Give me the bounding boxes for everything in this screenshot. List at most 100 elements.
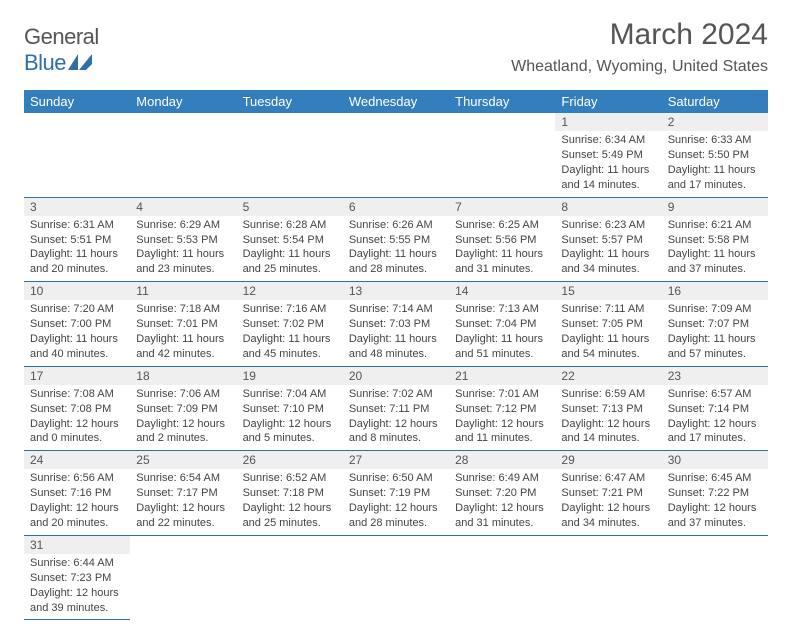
day-number [130,535,236,554]
daylight-text: Daylight: 12 hours and 5 minutes. [243,417,337,447]
calendar-table: SundayMondayTuesdayWednesdayThursdayFrid… [24,90,768,620]
day-number: 27 [343,451,449,470]
sunrise-text: Sunrise: 6:33 AM [668,133,762,148]
day-cell: Sunrise: 7:09 AMSunset: 7:07 PMDaylight:… [662,300,768,366]
day-number: 31 [24,535,130,554]
day-cell [130,554,236,620]
sunrise-text: Sunrise: 6:26 AM [349,218,443,233]
daylight-text: Daylight: 12 hours and 2 minutes. [136,417,230,447]
daylight-text: Daylight: 12 hours and 28 minutes. [349,501,443,531]
sunrise-text: Sunrise: 6:21 AM [668,218,762,233]
header: General Blue March 2024 Wheatland, Wyomi… [24,18,768,76]
sunrise-text: Sunrise: 6:23 AM [561,218,655,233]
sunset-text: Sunset: 5:54 PM [243,233,337,248]
page-subtitle: Wheatland, Wyoming, United States [511,58,768,76]
daylight-text: Daylight: 12 hours and 22 minutes. [136,501,230,531]
sunset-text: Sunset: 7:14 PM [668,402,762,417]
weekday-header: Friday [555,90,661,113]
day-cell: Sunrise: 6:33 AMSunset: 5:50 PMDaylight:… [662,131,768,197]
day-number: 13 [343,282,449,301]
day-number: 23 [662,366,768,385]
sunrise-text: Sunrise: 7:01 AM [455,387,549,402]
day-cell: Sunrise: 6:21 AMSunset: 5:58 PMDaylight:… [662,216,768,282]
day-cell: Sunrise: 6:28 AMSunset: 5:54 PMDaylight:… [237,216,343,282]
sunset-text: Sunset: 7:22 PM [668,486,762,501]
daylight-text: Daylight: 11 hours and 23 minutes. [136,247,230,277]
logo-text: General Blue [24,24,99,76]
weekday-header-row: SundayMondayTuesdayWednesdayThursdayFrid… [24,90,768,113]
sunrise-text: Sunrise: 6:57 AM [668,387,762,402]
daylight-text: Daylight: 11 hours and 28 minutes. [349,247,443,277]
day-number [24,113,130,131]
daylight-text: Daylight: 12 hours and 37 minutes. [668,501,762,531]
day-cell [237,131,343,197]
daylight-text: Daylight: 11 hours and 37 minutes. [668,247,762,277]
sunset-text: Sunset: 5:58 PM [668,233,762,248]
day-cell [24,131,130,197]
day-cell: Sunrise: 6:47 AMSunset: 7:21 PMDaylight:… [555,469,661,535]
sunrise-text: Sunrise: 6:44 AM [30,556,124,571]
sunrise-text: Sunrise: 6:28 AM [243,218,337,233]
sunrise-text: Sunrise: 6:54 AM [136,471,230,486]
day-number-row: 10111213141516 [24,282,768,301]
sunset-text: Sunset: 7:20 PM [455,486,549,501]
day-cell: Sunrise: 6:52 AMSunset: 7:18 PMDaylight:… [237,469,343,535]
sunset-text: Sunset: 7:08 PM [30,402,124,417]
day-content-row: Sunrise: 6:34 AMSunset: 5:49 PMDaylight:… [24,131,768,197]
sunset-text: Sunset: 5:49 PM [561,148,655,163]
sunset-text: Sunset: 5:53 PM [136,233,230,248]
day-number-row: 12 [24,113,768,131]
day-cell: Sunrise: 7:13 AMSunset: 7:04 PMDaylight:… [449,300,555,366]
sunrise-text: Sunrise: 7:14 AM [349,302,443,317]
sunset-text: Sunset: 7:09 PM [136,402,230,417]
day-number-row: 24252627282930 [24,451,768,470]
sunset-text: Sunset: 7:05 PM [561,317,655,332]
logo-text-gray: General [24,24,99,49]
day-number-row: 31 [24,535,768,554]
day-number: 8 [555,197,661,216]
daylight-text: Daylight: 11 hours and 14 minutes. [561,163,655,193]
sunrise-text: Sunrise: 6:52 AM [243,471,337,486]
sunset-text: Sunset: 5:56 PM [455,233,549,248]
weekday-header: Sunday [24,90,130,113]
day-number-row: 17181920212223 [24,366,768,385]
daylight-text: Daylight: 11 hours and 45 minutes. [243,332,337,362]
daylight-text: Daylight: 11 hours and 31 minutes. [455,247,549,277]
day-number: 6 [343,197,449,216]
sunrise-text: Sunrise: 7:13 AM [455,302,549,317]
sunrise-text: Sunrise: 7:18 AM [136,302,230,317]
sunrise-text: Sunrise: 7:09 AM [668,302,762,317]
daylight-text: Daylight: 12 hours and 20 minutes. [30,501,124,531]
sunrise-text: Sunrise: 7:08 AM [30,387,124,402]
day-cell: Sunrise: 7:02 AMSunset: 7:11 PMDaylight:… [343,385,449,451]
sunrise-text: Sunrise: 6:56 AM [30,471,124,486]
sunrise-text: Sunrise: 7:16 AM [243,302,337,317]
day-cell: Sunrise: 6:34 AMSunset: 5:49 PMDaylight:… [555,131,661,197]
daylight-text: Daylight: 11 hours and 54 minutes. [561,332,655,362]
sunset-text: Sunset: 7:11 PM [349,402,443,417]
day-content-row: Sunrise: 6:31 AMSunset: 5:51 PMDaylight:… [24,216,768,282]
sunset-text: Sunset: 7:07 PM [668,317,762,332]
sunset-text: Sunset: 7:16 PM [30,486,124,501]
day-cell: Sunrise: 6:56 AMSunset: 7:16 PMDaylight:… [24,469,130,535]
day-number: 29 [555,451,661,470]
day-cell: Sunrise: 7:04 AMSunset: 7:10 PMDaylight:… [237,385,343,451]
day-number [237,535,343,554]
day-cell: Sunrise: 7:08 AMSunset: 7:08 PMDaylight:… [24,385,130,451]
sunrise-text: Sunrise: 6:29 AM [136,218,230,233]
sunrise-text: Sunrise: 6:31 AM [30,218,124,233]
day-number [555,535,661,554]
day-content-row: Sunrise: 6:56 AMSunset: 7:16 PMDaylight:… [24,469,768,535]
day-cell: Sunrise: 6:26 AMSunset: 5:55 PMDaylight:… [343,216,449,282]
day-cell: Sunrise: 6:29 AMSunset: 5:53 PMDaylight:… [130,216,236,282]
sunset-text: Sunset: 5:55 PM [349,233,443,248]
day-cell: Sunrise: 7:14 AMSunset: 7:03 PMDaylight:… [343,300,449,366]
daylight-text: Daylight: 12 hours and 31 minutes. [455,501,549,531]
day-number: 20 [343,366,449,385]
day-number-row: 3456789 [24,197,768,216]
sunset-text: Sunset: 7:13 PM [561,402,655,417]
sunset-text: Sunset: 7:18 PM [243,486,337,501]
weekday-header: Tuesday [237,90,343,113]
day-number: 5 [237,197,343,216]
sunset-text: Sunset: 7:21 PM [561,486,655,501]
